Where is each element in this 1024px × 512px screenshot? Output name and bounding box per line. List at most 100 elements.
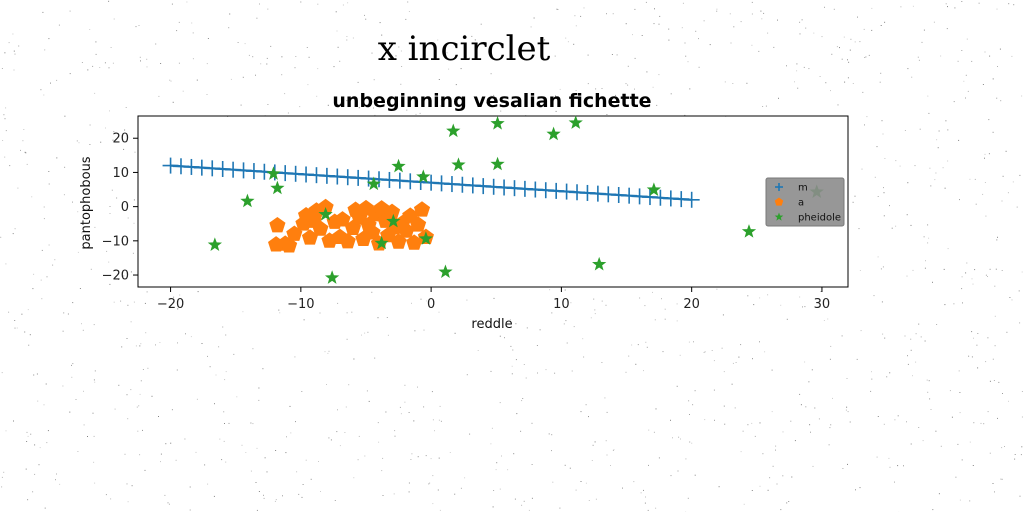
series-a-point — [402, 207, 419, 223]
noise-dot — [512, 349, 514, 351]
noise-dot — [891, 227, 893, 229]
noise-dot — [469, 433, 471, 435]
noise-dot — [765, 105, 767, 107]
noise-dot — [616, 54, 618, 56]
noise-dot — [366, 390, 368, 392]
series-pheidole-point — [416, 169, 431, 183]
noise-dot — [34, 473, 36, 475]
noise-dot — [880, 25, 882, 26]
noise-dot — [654, 319, 656, 321]
noise-dot — [605, 304, 607, 306]
noise-dot — [28, 344, 30, 346]
noise-dot — [886, 376, 888, 378]
noise-dot — [531, 497, 533, 499]
noise-dot — [945, 120, 947, 122]
noise-dot — [571, 370, 573, 372]
noise-dot — [856, 358, 858, 360]
noise-dot — [882, 333, 884, 335]
noise-dot — [820, 291, 822, 292]
noise-dot — [627, 84, 629, 86]
noise-dot — [328, 350, 330, 352]
noise-dot — [319, 312, 321, 314]
noise-dot — [486, 102, 488, 104]
noise-dot — [681, 27, 683, 29]
noise-dot — [910, 224, 912, 226]
noise-dot — [27, 499, 29, 501]
noise-dot — [493, 490, 495, 491]
noise-dot — [56, 157, 58, 159]
noise-dot — [569, 467, 571, 469]
noise-dot — [346, 100, 348, 102]
noise-dot — [985, 215, 987, 217]
noise-dot — [643, 370, 644, 372]
noise-dot — [295, 56, 297, 57]
noise-dot — [62, 330, 64, 332]
noise-dot — [912, 269, 914, 271]
noise-dot — [833, 8, 835, 10]
noise-dot — [803, 66, 805, 68]
noise-dot — [829, 427, 831, 429]
noise-dot — [678, 436, 680, 438]
noise-dot — [549, 289, 551, 291]
legend-marker-a — [774, 197, 784, 206]
noise-dot — [112, 139, 114, 141]
noise-dot — [1006, 331, 1008, 333]
noise-dot — [969, 500, 971, 502]
noise-dot — [1009, 297, 1011, 298]
noise-dot — [120, 300, 122, 302]
noise-dot — [18, 45, 20, 47]
noise-dot — [985, 361, 987, 363]
noise-dot — [936, 139, 938, 141]
noise-dot — [551, 312, 553, 314]
noise-dot — [145, 332, 147, 334]
noise-dot — [953, 303, 955, 305]
noise-dot — [957, 443, 959, 445]
noise-dot — [746, 82, 748, 84]
noise-dot — [871, 29, 873, 31]
noise-dot — [645, 1, 647, 3]
noise-dot — [431, 391, 433, 393]
noise-dot — [146, 58, 148, 60]
y-tick-label: −20 — [102, 269, 129, 284]
noise-dot — [533, 17, 535, 19]
noise-dot — [170, 442, 172, 444]
noise-dot — [335, 11, 337, 13]
noise-dot — [225, 371, 227, 373]
noise-dot — [907, 355, 908, 357]
noise-dot — [791, 476, 793, 478]
noise-dot — [526, 327, 528, 329]
noise-dot — [62, 385, 64, 387]
noise-dot — [125, 107, 127, 108]
series-pheidole-point — [490, 116, 505, 130]
noise-dot — [688, 400, 690, 402]
noise-dot — [881, 120, 883, 122]
noise-dot — [81, 232, 83, 234]
noise-dot — [26, 431, 28, 433]
noise-dot — [124, 453, 126, 455]
noise-dot — [83, 424, 85, 426]
noise-dot — [282, 495, 283, 497]
noise-dot — [377, 317, 379, 319]
y-tick-label: 0 — [121, 200, 129, 215]
noise-dot — [439, 405, 441, 407]
noise-dot — [114, 408, 116, 410]
noise-dot — [995, 268, 997, 270]
noise-dot — [139, 56, 141, 58]
noise-dot — [373, 107, 374, 109]
noise-dot — [285, 452, 287, 454]
noise-dot — [934, 179, 936, 181]
noise-dot — [140, 380, 142, 382]
noise-dot — [566, 342, 568, 344]
noise-dot — [308, 56, 310, 58]
noise-dot — [495, 469, 497, 471]
noise-dot — [233, 353, 235, 355]
noise-dot — [949, 390, 951, 392]
noise-dot — [723, 371, 725, 373]
noise-dot — [575, 25, 577, 27]
series-pheidole-points — [207, 115, 824, 284]
noise-dot — [684, 114, 686, 116]
noise-dot — [829, 358, 831, 360]
noise-dot — [83, 390, 84, 392]
noise-dot — [735, 362, 737, 363]
noise-dot — [63, 312, 65, 314]
